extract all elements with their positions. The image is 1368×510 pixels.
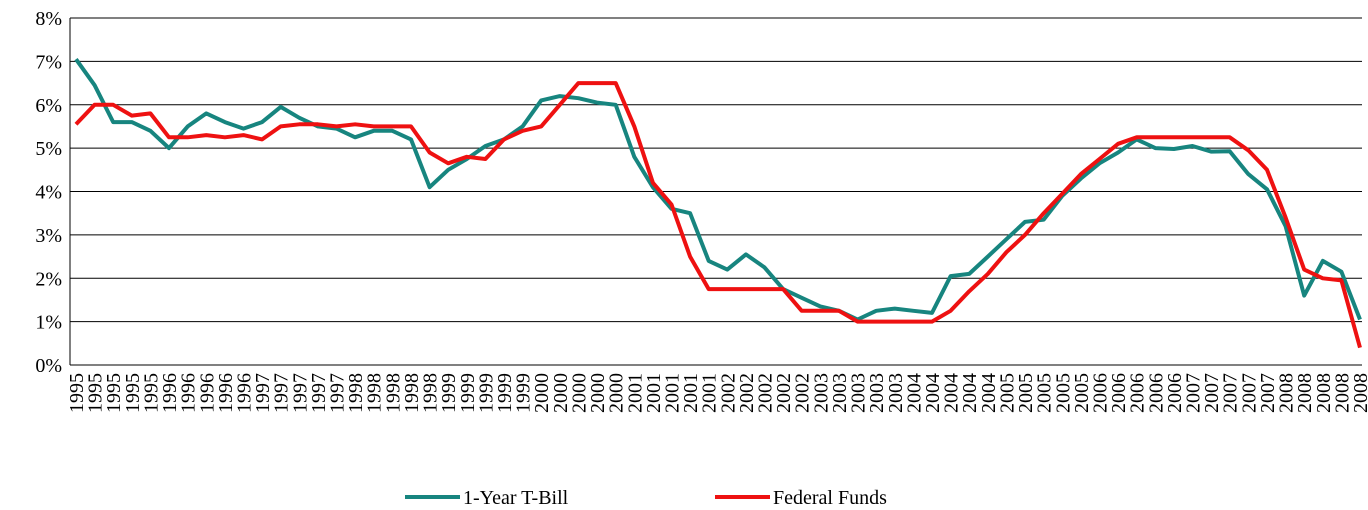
x-tick-label: 1999: [457, 373, 479, 413]
x-tick-label: 2000: [568, 373, 590, 413]
y-tick-label: 2%: [35, 268, 62, 290]
x-tick-label: 2004: [959, 373, 981, 413]
x-tick-label: 2003: [848, 373, 870, 413]
x-tick-label: 2001: [661, 373, 683, 413]
x-tick-label: 1998: [401, 373, 423, 413]
y-tick-label: 4%: [35, 182, 62, 204]
x-tick-label: 2004: [941, 373, 963, 413]
y-tick-label: 5%: [35, 138, 62, 160]
x-tick-label: 2001: [624, 373, 646, 413]
y-tick-label: 6%: [35, 95, 62, 117]
x-tick-label: 2002: [736, 373, 758, 413]
x-tick-label: 1995: [103, 373, 125, 413]
x-tick-label: 1995: [85, 373, 107, 413]
x-tick-label: 2005: [1015, 373, 1037, 413]
x-tick-label: 1999: [475, 373, 497, 413]
x-tick-label: 2001: [699, 373, 721, 413]
x-tick-label: 2003: [829, 373, 851, 413]
x-tick-label: 1997: [327, 373, 349, 413]
x-tick-label: 2002: [792, 373, 814, 413]
x-tick-label: 1997: [271, 373, 293, 413]
x-tick-label: 1996: [233, 373, 255, 413]
x-tick-label: 1996: [215, 373, 237, 413]
x-tick-label: 2002: [717, 373, 739, 413]
x-tick-label: 2004: [922, 373, 944, 413]
series-line: [74, 58, 1362, 322]
x-tick-label: 1995: [122, 373, 144, 413]
x-tick-label: 2007: [1220, 373, 1242, 413]
x-tick-label: 1996: [196, 373, 218, 413]
x-tick-label: 2001: [680, 373, 702, 413]
x-tick-label: 1996: [159, 373, 181, 413]
x-tick-label: 1997: [252, 373, 274, 413]
y-tick-label: 0%: [35, 355, 62, 377]
x-tick-label: 2007: [1238, 373, 1260, 413]
x-tick-label: 2008: [1294, 373, 1316, 413]
x-tick-label: 2006: [1145, 373, 1167, 413]
x-tick-label: 2005: [996, 373, 1018, 413]
x-tick-label: 2008: [1331, 373, 1353, 413]
x-tick-label: 2004: [978, 373, 1000, 413]
x-tick-label: 2007: [1257, 373, 1279, 413]
x-tick-label: 2003: [866, 373, 888, 413]
legend-label: Federal Funds: [773, 487, 887, 509]
x-tick-label: 2004: [903, 373, 925, 413]
series-line: [74, 81, 1362, 349]
x-tick-label: 2008: [1276, 373, 1298, 413]
x-tick-label: 2000: [606, 373, 628, 413]
x-tick-label: 2005: [1052, 373, 1074, 413]
y-tick-label: 1%: [35, 312, 62, 334]
x-tick-label: 2006: [1127, 373, 1149, 413]
x-tick-label: 2007: [1201, 373, 1223, 413]
x-tick-label: 1999: [438, 373, 460, 413]
x-tick-label: 2002: [773, 373, 795, 413]
x-tick-label: 2005: [1034, 373, 1056, 413]
x-tick-label: 2006: [1108, 373, 1130, 413]
x-tick-label: 2001: [643, 373, 665, 413]
x-tick-label: 2000: [531, 373, 553, 413]
x-tick-label: 2007: [1183, 373, 1205, 413]
x-tick-label: 1998: [382, 373, 404, 413]
x-tick-label: 2008: [1313, 373, 1335, 413]
x-tick-label: 1996: [178, 373, 200, 413]
x-tick-label: 2005: [1071, 373, 1093, 413]
x-tick-label: 1997: [289, 373, 311, 413]
y-tick-label: 8%: [35, 8, 62, 30]
x-tick-label: 1997: [308, 373, 330, 413]
x-tick-label: 2002: [755, 373, 777, 413]
y-tick-label: 3%: [35, 225, 62, 247]
x-tick-label: 1999: [494, 373, 516, 413]
x-tick-label: 1995: [140, 373, 162, 413]
legend-label: 1-Year T-Bill: [463, 487, 569, 509]
x-tick-label: 2000: [587, 373, 609, 413]
x-tick-label: 1998: [420, 373, 442, 413]
x-tick-label: 1995: [66, 373, 88, 413]
x-tick-label: 2003: [810, 373, 832, 413]
x-tick-label: 1998: [364, 373, 386, 413]
x-tick-label: 2000: [550, 373, 572, 413]
x-tick-label: 2006: [1089, 373, 1111, 413]
x-tick-label: 2003: [885, 373, 907, 413]
x-tick-label: 2006: [1164, 373, 1186, 413]
x-tick-label: 1998: [345, 373, 367, 413]
y-tick-label: 7%: [35, 51, 62, 73]
x-tick-label: 1999: [513, 373, 535, 413]
x-tick-label: 2008: [1350, 373, 1368, 413]
